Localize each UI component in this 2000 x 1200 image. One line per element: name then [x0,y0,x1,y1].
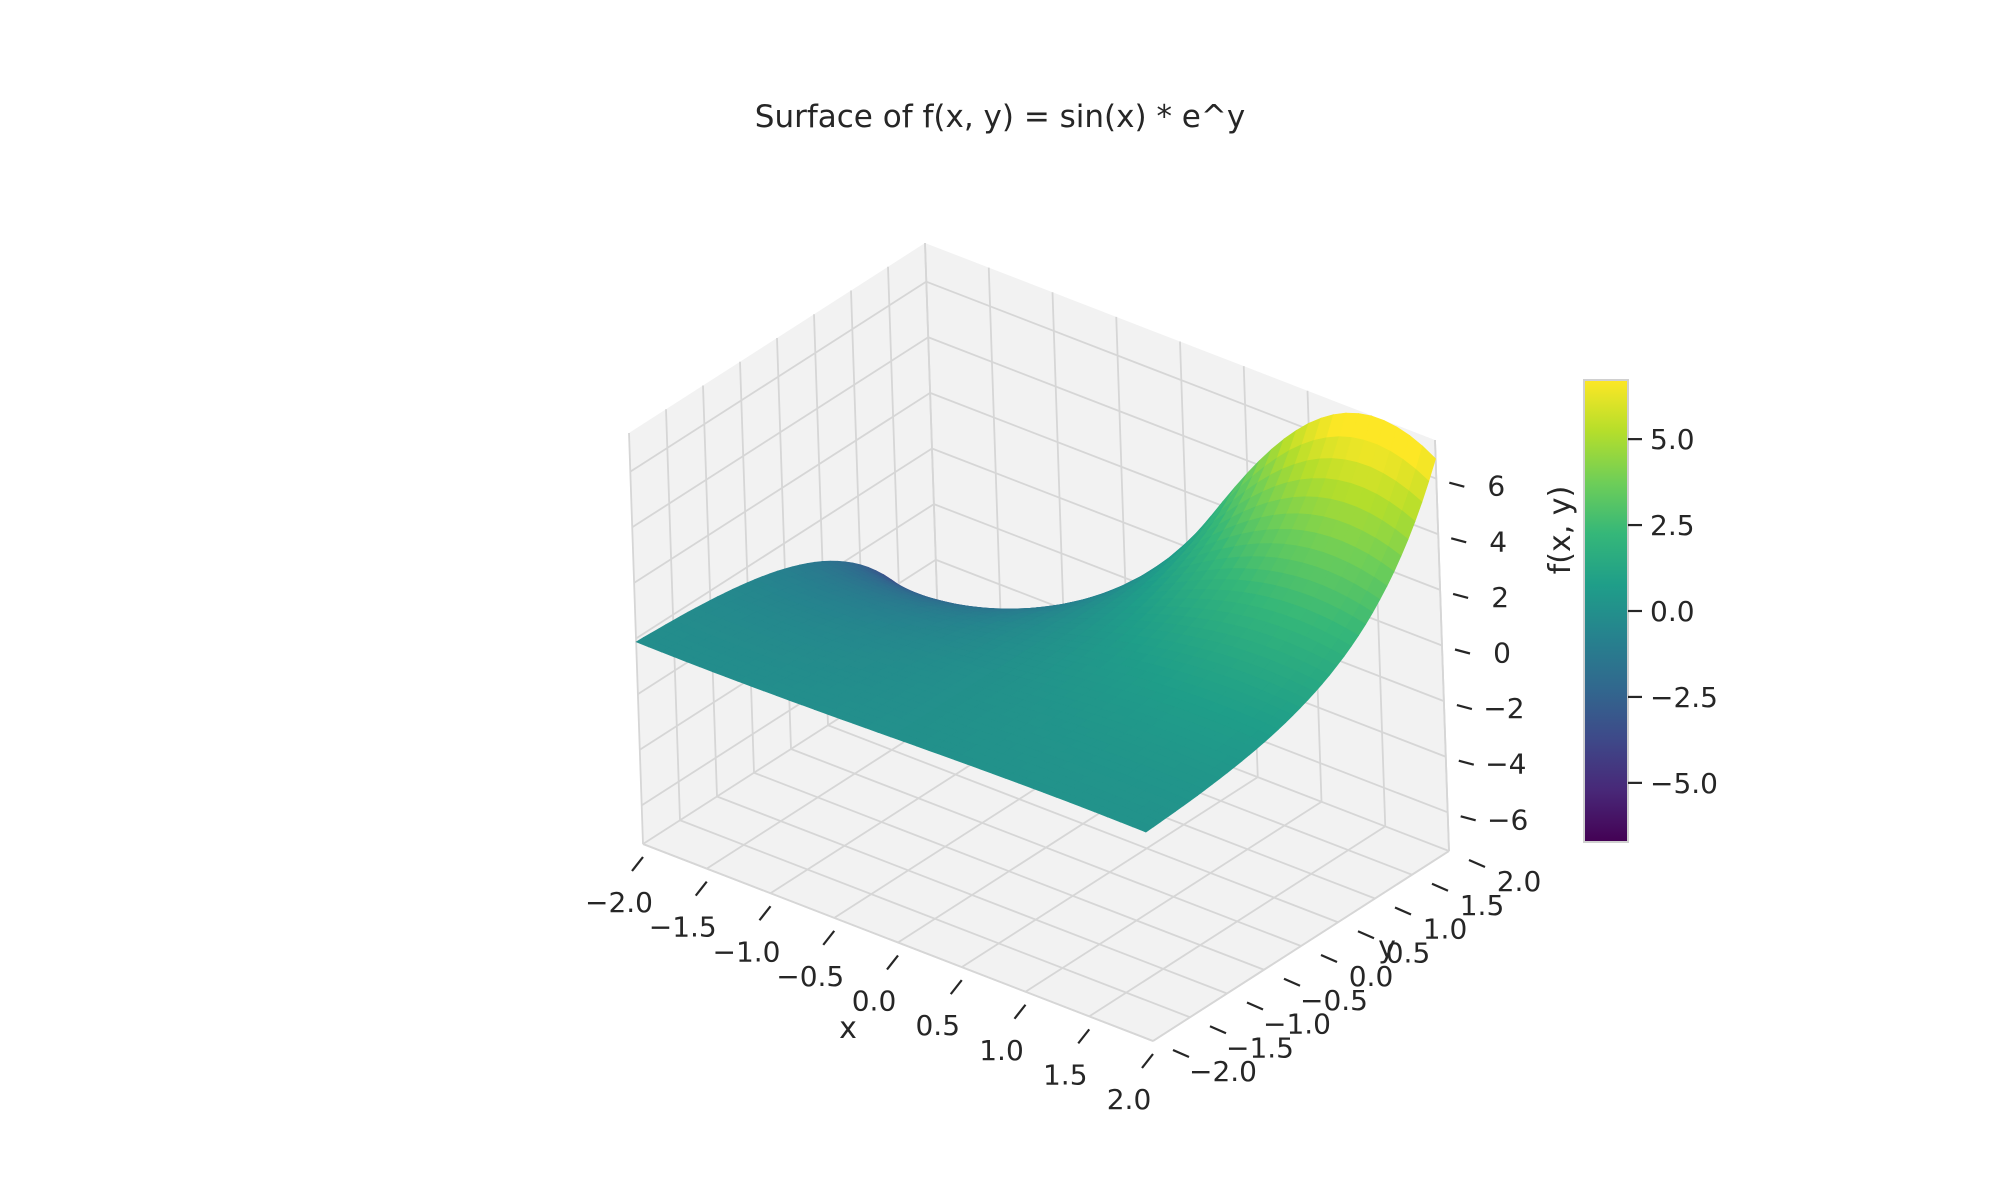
x-tick-label: 0.5 [915,1009,960,1042]
y-tick-label: −1.0 [1263,1008,1331,1041]
y-tick-label: 0.0 [1349,960,1394,993]
z-tick-label: −2 [1483,692,1524,725]
x-tick-label: 2.0 [1107,1083,1152,1116]
x-tick-label: −0.5 [776,960,844,993]
z-tick-mark [1449,481,1465,488]
colorbar: −5.0 −2.5 0.0 2.5 5.0 [1583,379,1718,843]
surface-mesh [635,412,1436,833]
colorbar-tick-label: 2.5 [1650,509,1695,542]
y-tick-label: 0.5 [1386,936,1431,969]
x-tick-mark [949,979,963,995]
axis-edge-x [642,843,1154,1042]
gridline-side-z [631,336,929,529]
z-tick-mark [1450,537,1467,544]
y-tick-mark [1283,977,1301,987]
y-tick-mark [1209,1025,1227,1035]
colorbar-tick-label: 0.0 [1650,595,1695,628]
y-tick-label: −1.5 [1226,1031,1294,1064]
x-tick-label: 1.5 [1043,1058,1088,1091]
axis-edge-y [1152,850,1450,1042]
x-tick-mark [758,905,772,921]
chart-title: Surface of f(x, y) = sin(x) * e^y [755,99,1245,135]
colorbar-tick-label: −2.5 [1650,681,1718,714]
z-tick-mark [1458,759,1475,766]
z-tick-label: 6 [1487,470,1505,503]
x-tick-mark [1013,1004,1027,1020]
z-tick-mark [1456,704,1473,711]
y-tick-mark [1246,1001,1264,1011]
x-tick-mark [694,880,708,897]
x-axis-label: x [839,1011,857,1046]
y-axis-label: y [1378,930,1396,965]
x-tick-mark [1141,1053,1154,1069]
x-tick-label: −1.0 [713,935,781,968]
y-tick-label: 1.5 [1460,889,1505,922]
y-tick-mark [1431,882,1449,892]
x-tick-label: −2.0 [585,886,653,919]
y-tick-label: −2.0 [1189,1055,1257,1088]
y-tick-mark [1172,1048,1190,1059]
axis-ticks: −2.0−1.5−1.0−0.50.00.51.01.52.0−2.0−1.5−… [585,470,1541,1116]
surface-facet [1132,821,1154,833]
colorbar-gradient [1583,379,1629,843]
y-tick-mark [1394,906,1412,916]
x-tick-label: 0.0 [852,985,897,1018]
z-tick-label: 2 [1491,581,1509,614]
gridline-floor-y [716,795,1228,995]
z-tick-mark [1460,815,1476,822]
x-tick-mark [822,930,836,946]
z-tick-mark [1454,648,1471,655]
x-tick-mark [631,856,644,872]
y-tick-mark [1320,953,1338,964]
gridline-floor-y [679,819,1191,1019]
z-tick-label: −6 [1487,803,1528,836]
colorbar-tick-label: 5.0 [1650,423,1695,456]
x-tick-label: 1.0 [979,1034,1024,1067]
z-tick-label: −4 [1485,748,1526,781]
x-tick-mark [886,954,899,971]
y-tick-mark [1468,858,1486,869]
gridline-floor-y [753,771,1265,971]
colorbar-label: f(x, y) [1543,486,1578,575]
y-tick-label: −0.5 [1300,984,1368,1017]
z-tick-label: 4 [1489,525,1507,558]
z-tick-label: 0 [1493,637,1511,670]
x-tick-label: −1.5 [649,911,717,944]
gridline-side-z [633,392,931,584]
x-tick-mark [1077,1028,1091,1045]
y-tick-label: 1.0 [1423,913,1468,946]
colorbar-tick-label: −5.0 [1650,767,1718,800]
z-tick-mark [1452,592,1469,599]
axis-edge-z [1434,439,1450,852]
gridline-side-z [629,280,927,473]
gridline-floor-y [827,724,1339,924]
gridline-floor-y [790,748,1302,947]
gridline-side-z [635,447,933,640]
y-tick-mark [1357,930,1375,940]
y-tick-label: 2.0 [1497,865,1542,898]
